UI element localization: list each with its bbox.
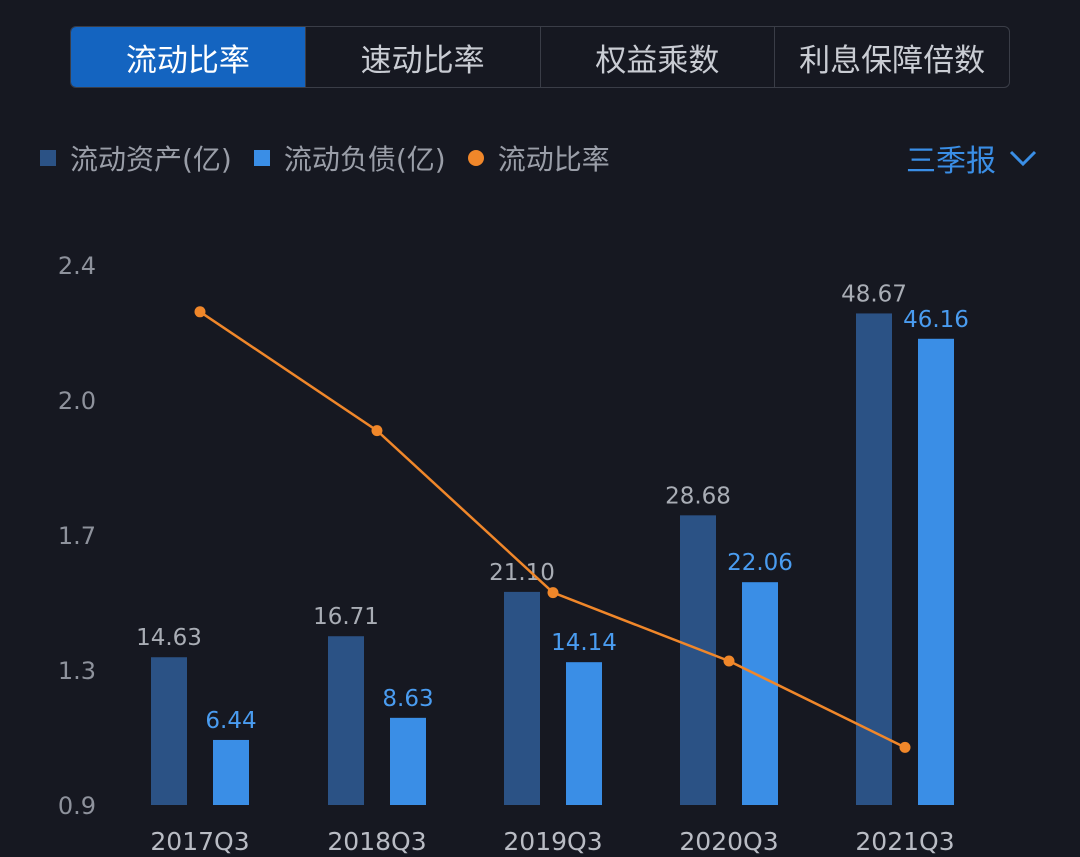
ratio-point [194,306,206,318]
x-tick-label: 2018Q3 [327,827,426,856]
ratio-point [371,425,383,437]
ratio-line-series [194,306,911,753]
legend-item-current-assets[interactable]: 流动资产(亿) [40,138,232,178]
legend-label-current-ratio: 流动比率 [497,143,610,176]
bar-current-assets [151,657,187,805]
y-tick-label: 0.9 [58,792,96,820]
y-tick-label: 2.0 [58,387,96,415]
bar-label-current-liabilities: 22.06 [727,550,793,576]
tab-current-ratio[interactable]: 流动比率 [71,27,305,87]
bar-current-assets [856,313,892,805]
y-tick-label: 1.7 [58,522,96,550]
bar-current-assets [680,515,716,805]
x-axis: 2017Q3 2018Q3 2019Q3 2020Q3 2021Q3 [150,827,954,856]
bar-label-current-assets: 28.68 [665,483,731,509]
bar-label-current-assets: 16.71 [313,604,379,630]
legend-item-current-liabilities[interactable]: 流动负债(亿) [253,138,446,178]
period-selector-label: 三季报 [906,144,996,179]
period-selector[interactable]: 三季报 [906,136,1038,180]
x-tick-label: 2019Q3 [503,827,602,856]
bar-value-labels: 14.636.4416.718.6321.1014.1428.6822.0648… [136,281,969,734]
bar-label-current-liabilities: 8.63 [382,686,433,712]
x-tick-label: 2017Q3 [150,827,249,856]
x-tick-label: 2021Q3 [855,827,954,856]
legend-label-current-liabilities: 流动负债(亿) [283,143,446,176]
bar-current-liabilities [566,662,602,805]
bar-current-liabilities [213,739,249,805]
bar-current-liabilities [918,338,954,805]
ratio-point [547,587,559,599]
bar-current-liabilities [390,717,426,805]
ratio-point [899,741,911,753]
chart-legend: 流动资产(亿) 流动负债(亿) 流动比率 [40,136,632,180]
tab-interest-coverage[interactable]: 利息保障倍数 [774,27,1009,87]
y-tick-label: 1.3 [58,657,96,685]
bar-label-current-liabilities: 46.16 [903,307,969,333]
bar-label-current-liabilities: 6.44 [205,708,256,734]
y-tick-label: 2.4 [58,252,96,280]
bar-current-liabilities [742,582,778,805]
chevron-down-icon [1009,150,1037,167]
bar-current-assets [504,591,540,805]
legend-label-current-assets: 流动资产(亿) [70,143,232,176]
ratio-point [723,655,735,667]
legend-swatch-current-assets [40,150,56,166]
tab-equity-multiplier[interactable]: 权益乘数 [539,27,775,87]
ratio-line [199,310,906,749]
bar-series [151,313,954,805]
legend-dot-current-ratio [467,150,484,166]
bar-current-assets [328,636,364,805]
legend-swatch-current-liabilities [253,150,270,166]
bar-label-current-liabilities: 14.14 [551,630,617,656]
x-tick-label: 2020Q3 [679,827,778,856]
legend-item-current-ratio[interactable]: 流动比率 [467,138,610,178]
y-axis: 2.4 2.0 1.7 1.3 0.9 [58,252,96,820]
tab-quick-ratio[interactable]: 速动比率 [304,27,540,87]
ratio-tabs: 流动比率 速动比率 权益乘数 利息保障倍数 [70,26,1010,88]
bar-label-current-assets: 14.63 [136,625,202,651]
bar-label-current-assets: 48.67 [841,281,907,307]
